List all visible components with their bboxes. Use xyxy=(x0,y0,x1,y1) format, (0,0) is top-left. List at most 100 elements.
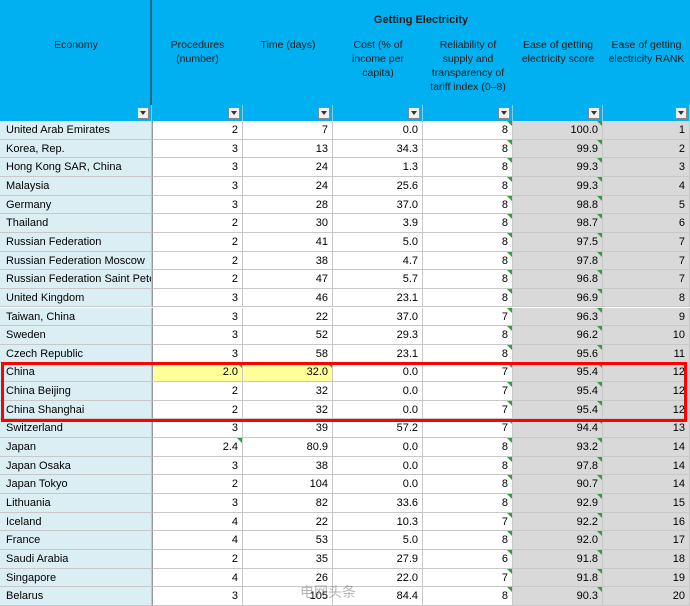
value-cell: 95.6 xyxy=(513,344,603,364)
value-cell: 23.1 xyxy=(333,288,423,308)
value-cell: 4 xyxy=(152,568,243,588)
economy-cell: Japan xyxy=(0,438,152,457)
value-cell: 2 xyxy=(152,232,243,252)
value-cell: 90.7 xyxy=(513,475,603,494)
value-cell: 3 xyxy=(152,195,243,215)
economy-cell: Japan Tokyo xyxy=(0,475,152,494)
value-cell: 30 xyxy=(243,214,333,233)
value-cell: 8 xyxy=(423,214,513,233)
value-cell: 15 xyxy=(603,494,690,513)
value-cell: 92.2 xyxy=(513,512,603,532)
value-cell: 17 xyxy=(603,531,690,550)
value-cell: 47 xyxy=(243,270,333,289)
filter-button[interactable] xyxy=(228,107,240,119)
value-cell: 8 xyxy=(423,475,513,494)
value-cell: 2 xyxy=(603,139,690,159)
value-cell: 3 xyxy=(152,494,243,513)
value-cell: 10 xyxy=(603,326,690,345)
value-cell: 95.4 xyxy=(513,400,603,420)
column-header: Reliability of supply and transparency o… xyxy=(430,39,506,93)
value-cell: 96.9 xyxy=(513,288,603,308)
economy-cell: Taiwan, China xyxy=(0,307,152,327)
column-header: Ease of getting electricity score xyxy=(521,39,595,65)
value-cell: 41 xyxy=(243,232,333,252)
value-cell: 3 xyxy=(152,326,243,345)
value-cell: 9 xyxy=(603,307,690,327)
value-cell: 3 xyxy=(152,344,243,364)
value-cell: 2.4 xyxy=(152,438,243,457)
value-cell: 19 xyxy=(603,568,690,588)
value-cell: 32.0 xyxy=(243,363,333,383)
value-cell: 8 xyxy=(423,326,513,345)
value-cell: 18 xyxy=(603,549,690,569)
value-cell: 8 xyxy=(423,195,513,215)
value-cell: 94.4 xyxy=(513,419,603,439)
value-cell: 33.6 xyxy=(333,494,423,513)
value-cell: 3 xyxy=(152,176,243,196)
value-cell: 3 xyxy=(152,307,243,327)
economy-cell: Singapore xyxy=(0,568,152,588)
value-cell: 27.9 xyxy=(333,549,423,569)
value-cell: 13 xyxy=(603,419,690,439)
filter-button[interactable] xyxy=(318,107,330,119)
filter-button[interactable] xyxy=(498,107,510,119)
value-cell: 14 xyxy=(603,456,690,476)
value-cell: 99.3 xyxy=(513,176,603,196)
economy-cell: China xyxy=(0,363,152,383)
value-cell: 8 xyxy=(423,270,513,289)
value-cell: 58 xyxy=(243,344,333,364)
value-cell: 104 xyxy=(243,475,333,494)
value-cell: 2 xyxy=(152,475,243,494)
value-cell: 3.9 xyxy=(333,214,423,233)
value-cell: 25.6 xyxy=(333,176,423,196)
value-cell: 3 xyxy=(152,139,243,159)
value-cell: 7 xyxy=(603,270,690,289)
filter-cell xyxy=(152,105,243,121)
value-cell: 12 xyxy=(603,382,690,401)
value-cell: 7 xyxy=(423,568,513,588)
value-cell: 7 xyxy=(423,307,513,327)
value-cell: 0.0 xyxy=(333,438,423,457)
economy-cell: Belarus xyxy=(0,587,152,606)
value-cell: 5.7 xyxy=(333,270,423,289)
value-cell: 98.7 xyxy=(513,214,603,233)
value-cell: 7 xyxy=(603,251,690,271)
value-cell: 52 xyxy=(243,326,333,345)
value-cell: 12 xyxy=(603,400,690,420)
value-cell: 28 xyxy=(243,195,333,215)
economy-cell: France xyxy=(0,531,152,550)
value-cell: 24 xyxy=(243,176,333,196)
value-cell: 0.0 xyxy=(333,121,423,140)
economy-cell: Russian Federation Saint Peter xyxy=(0,270,152,289)
value-cell: 14 xyxy=(603,438,690,457)
filter-button[interactable] xyxy=(588,107,600,119)
value-cell: 4.7 xyxy=(333,251,423,271)
value-cell: 22.0 xyxy=(333,568,423,588)
value-cell: 3 xyxy=(152,288,243,308)
economy-cell: United Arab Emirates xyxy=(0,121,152,140)
value-cell: 96.8 xyxy=(513,270,603,289)
filter-button[interactable] xyxy=(675,107,687,119)
value-cell: 3 xyxy=(152,158,243,177)
value-cell: 92.0 xyxy=(513,531,603,550)
value-cell: 8 xyxy=(423,176,513,196)
value-cell: 2 xyxy=(152,251,243,271)
value-cell: 22 xyxy=(243,512,333,532)
column-header: Ease of getting electricity RANK xyxy=(608,39,685,65)
filter-button[interactable] xyxy=(408,107,420,119)
value-cell: 96.3 xyxy=(513,307,603,327)
value-cell: 1 xyxy=(603,121,690,140)
filter-button[interactable] xyxy=(137,107,149,119)
economy-header-bg xyxy=(0,0,152,105)
value-cell: 13 xyxy=(243,139,333,159)
value-cell: 92.9 xyxy=(513,494,603,513)
value-cell: 3 xyxy=(152,456,243,476)
value-cell: 26 xyxy=(243,568,333,588)
value-cell: 8 xyxy=(423,587,513,606)
value-cell: 8 xyxy=(603,288,690,308)
value-cell: 91.8 xyxy=(513,568,603,588)
value-cell: 32 xyxy=(243,382,333,401)
value-cell: 5.0 xyxy=(333,531,423,550)
value-cell: 2 xyxy=(152,549,243,569)
value-cell: 4 xyxy=(152,531,243,550)
